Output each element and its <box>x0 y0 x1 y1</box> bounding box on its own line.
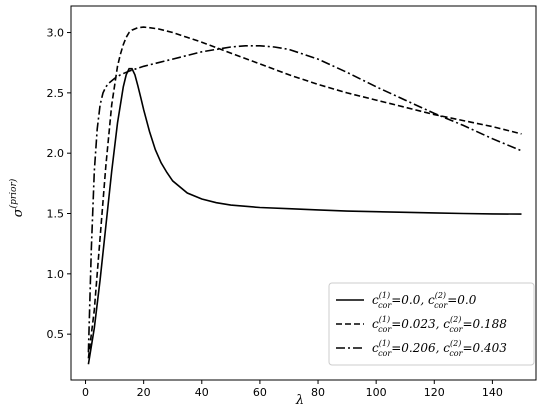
legend-label-3: c(1) cor=0.206, c(2) cor=0.403 <box>372 339 507 358</box>
y-tick-label: 2.5 <box>47 87 65 100</box>
series-line-3 <box>87 44 522 353</box>
x-tick-label: 20 <box>137 386 151 399</box>
y-tick-label: 3.0 <box>47 27 65 40</box>
y-axis-label-superscript: (prior) <box>8 178 19 208</box>
y-tick-label: 2.0 <box>47 147 65 160</box>
x-tick-label: 40 <box>195 386 209 399</box>
x-tick-label: 0 <box>82 386 89 399</box>
y-tick-label: 1.0 <box>47 268 65 281</box>
y-tick-label: 0.5 <box>47 328 65 341</box>
axis-ticks: 0 20 40 60 80 100 120 140 0.5 1.0 1.5 2.0 2.5 3.0 <box>47 27 503 399</box>
series-line-2 <box>87 26 522 359</box>
legend-box <box>328 282 535 366</box>
x-tick-label: 100 <box>366 386 387 399</box>
y-axis-label: σ(prior) <box>8 178 26 217</box>
x-tick-label: 80 <box>311 386 325 399</box>
legend-label-1: c(1) cor=0.0, c(2) cor=0.0 <box>372 291 477 310</box>
plot-area <box>70 5 537 381</box>
x-tick-label: 60 <box>253 386 267 399</box>
legend-label-2: c(1) cor=0.023, c(2) cor=0.188 <box>372 315 507 334</box>
legend: c(1) cor=0.0, c(2) cor=0.0 c(1) cor=0.023, c… <box>328 282 535 366</box>
y-tick-label: 1.5 <box>47 208 65 221</box>
x-axis-label: λ <box>295 393 304 408</box>
series-line-1 <box>87 67 522 365</box>
series-lines <box>87 26 522 365</box>
x-tick-label: 140 <box>482 386 503 399</box>
x-tick-label: 120 <box>424 386 445 399</box>
